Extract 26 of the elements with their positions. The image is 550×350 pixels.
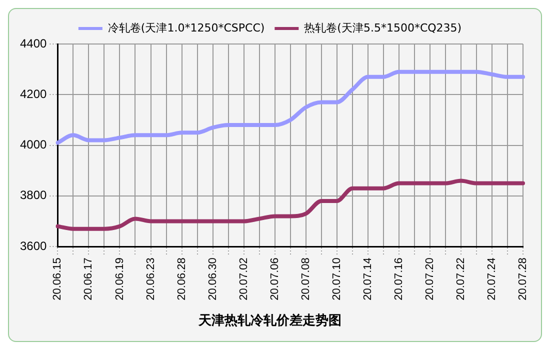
x-tick-label: 20.06.23 <box>144 258 157 300</box>
x-tick-label: 20.06.15 <box>52 258 64 300</box>
line-series <box>56 178 525 231</box>
x-tick-label: 20.07.06 <box>268 258 281 300</box>
x-tick-label: 20.07.10 <box>330 258 343 300</box>
y-tick-label: 3800 <box>20 188 48 202</box>
y-tick-label: 4400 <box>20 36 48 50</box>
y-tick-label: 4000 <box>20 138 48 152</box>
y-tick-label: 4200 <box>20 86 48 101</box>
x-tick-label: 20.06.19 <box>114 258 126 300</box>
x-tick-label: 20.07.22 <box>454 258 467 300</box>
x-tick-label: 20.06.28 <box>176 258 188 300</box>
legend-label: 冷轧卷(天津1.0*1250*CSPCC) <box>108 21 265 34</box>
x-tick-label: 20.07.16 <box>392 258 405 300</box>
x-tick-label: 20.07.14 <box>362 258 374 300</box>
x-tick-label: 20.07.24 <box>486 258 498 300</box>
x-tick-label: 20.07.02 <box>238 258 250 300</box>
y-tick-label: 3600 <box>20 238 48 253</box>
x-tick-label: 20.06.17 <box>82 258 95 300</box>
x-tick-label: 20.07.28 <box>517 258 530 300</box>
x-tick-label: 20.07.20 <box>424 258 436 300</box>
line-series <box>56 70 525 145</box>
x-tick-label: 20.07.08 <box>300 258 312 300</box>
x-tick-label: 20.06.30 <box>206 258 219 300</box>
text: 天津热轧冷轧价差走势图 <box>198 312 342 329</box>
legend-label: 热轧卷(天津5.5*1500*CQ235) <box>304 21 462 34</box>
